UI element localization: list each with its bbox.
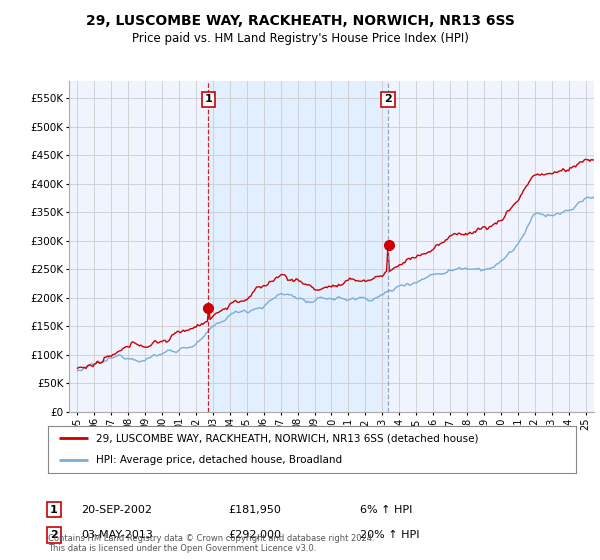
- Text: Price paid vs. HM Land Registry's House Price Index (HPI): Price paid vs. HM Land Registry's House …: [131, 32, 469, 45]
- Text: 6% ↑ HPI: 6% ↑ HPI: [360, 505, 412, 515]
- Text: Contains HM Land Registry data © Crown copyright and database right 2024.
This d: Contains HM Land Registry data © Crown c…: [48, 534, 374, 553]
- Text: 2: 2: [50, 530, 58, 540]
- Text: 2: 2: [384, 95, 392, 104]
- Text: 20-SEP-2002: 20-SEP-2002: [81, 505, 152, 515]
- Text: 29, LUSCOMBE WAY, RACKHEATH, NORWICH, NR13 6SS: 29, LUSCOMBE WAY, RACKHEATH, NORWICH, NR…: [86, 14, 514, 28]
- Text: 1: 1: [205, 95, 212, 104]
- Text: 29, LUSCOMBE WAY, RACKHEATH, NORWICH, NR13 6SS (detached house): 29, LUSCOMBE WAY, RACKHEATH, NORWICH, NR…: [95, 433, 478, 444]
- Text: 1: 1: [50, 505, 58, 515]
- Text: £292,000: £292,000: [228, 530, 281, 540]
- Text: 20% ↑ HPI: 20% ↑ HPI: [360, 530, 419, 540]
- Text: £181,950: £181,950: [228, 505, 281, 515]
- Bar: [208, 81, 388, 412]
- Text: 03-MAY-2013: 03-MAY-2013: [81, 530, 153, 540]
- Text: HPI: Average price, detached house, Broadland: HPI: Average price, detached house, Broa…: [95, 455, 341, 465]
